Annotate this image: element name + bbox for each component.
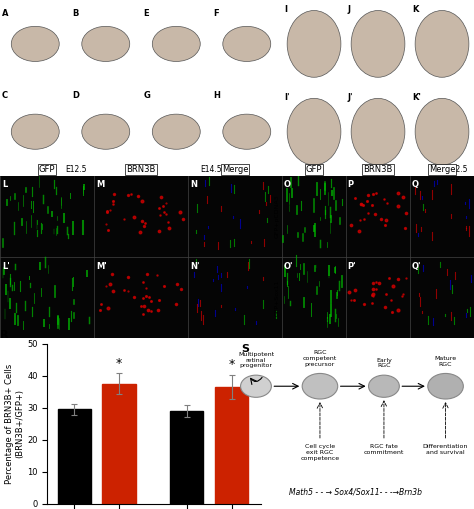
Text: L: L <box>2 181 7 189</box>
Text: Merge: Merge <box>429 165 455 174</box>
Text: D: D <box>73 91 80 100</box>
Ellipse shape <box>415 98 469 165</box>
Ellipse shape <box>287 11 341 77</box>
Ellipse shape <box>11 26 59 62</box>
Bar <box>102 384 136 504</box>
Circle shape <box>302 374 337 399</box>
Ellipse shape <box>415 11 469 77</box>
Ellipse shape <box>351 11 405 77</box>
Bar <box>57 409 91 504</box>
Text: GFP: GFP <box>306 165 322 174</box>
Text: I: I <box>284 5 287 14</box>
Bar <box>346 176 410 257</box>
Text: M: M <box>96 181 104 189</box>
Text: P': P' <box>347 262 356 271</box>
Ellipse shape <box>351 98 405 165</box>
Bar <box>282 176 346 257</box>
Text: A: A <box>2 9 9 18</box>
Text: J: J <box>348 5 351 14</box>
Text: Differentiation
and survival: Differentiation and survival <box>423 444 468 455</box>
Text: Cell cycle
exit RGC
competence: Cell cycle exit RGC competence <box>301 444 339 461</box>
Text: L': L' <box>2 262 9 271</box>
Bar <box>0 257 94 338</box>
Text: E: E <box>143 9 149 18</box>
Bar <box>94 257 188 338</box>
Circle shape <box>240 375 271 398</box>
Y-axis label: Percentage of BRN3B+ Cells
(BRN3B+/GFP+): Percentage of BRN3B+ Cells (BRN3B+/GFP+) <box>5 363 24 484</box>
Text: Merge: Merge <box>222 165 248 174</box>
Ellipse shape <box>152 26 200 62</box>
Text: Multipotent
retinal
progenitor: Multipotent retinal progenitor <box>238 352 274 369</box>
Bar <box>188 176 282 257</box>
Text: N': N' <box>190 262 200 271</box>
Text: RGC fate
commitment: RGC fate commitment <box>364 444 404 455</box>
Text: Q': Q' <box>411 262 421 271</box>
Ellipse shape <box>11 114 59 149</box>
Ellipse shape <box>82 26 130 62</box>
Text: Q: Q <box>411 181 418 189</box>
Text: I': I' <box>284 93 290 102</box>
Bar <box>0 176 94 257</box>
Text: BRN3B: BRN3B <box>364 165 392 174</box>
Text: K': K' <box>412 93 421 102</box>
Text: GFP: GFP <box>39 165 55 174</box>
Text: B: B <box>73 9 79 18</box>
Ellipse shape <box>82 114 130 149</box>
Text: M': M' <box>96 262 107 271</box>
Text: E12.5: E12.5 <box>65 165 87 174</box>
Ellipse shape <box>152 114 200 149</box>
Text: *: * <box>116 357 122 370</box>
Bar <box>410 176 474 257</box>
Text: BRN3B: BRN3B <box>127 165 155 174</box>
Bar <box>170 411 203 504</box>
Ellipse shape <box>287 98 341 165</box>
Text: E12.5: E12.5 <box>447 165 468 174</box>
Text: Early
RGC: Early RGC <box>376 357 392 369</box>
Circle shape <box>428 374 463 399</box>
Ellipse shape <box>223 26 271 62</box>
Text: RGC
competent
precursor: RGC competent precursor <box>303 350 337 366</box>
Bar <box>282 257 346 338</box>
Text: S: S <box>242 344 250 354</box>
Text: R: R <box>0 330 9 341</box>
Ellipse shape <box>223 114 271 149</box>
Text: G: G <box>143 91 150 100</box>
Text: GFP+pCDNA3: GFP+pCDNA3 <box>275 194 280 238</box>
Text: O: O <box>283 181 290 189</box>
Bar <box>346 257 410 338</box>
Text: GFP+Sox11: GFP+Sox11 <box>275 279 280 316</box>
Text: P: P <box>347 181 354 189</box>
Text: E14.5: E14.5 <box>201 165 222 174</box>
Text: H: H <box>214 91 220 100</box>
Text: N: N <box>190 181 197 189</box>
Text: O': O' <box>283 262 293 271</box>
Text: C: C <box>2 91 8 100</box>
Bar <box>215 387 248 504</box>
Text: F: F <box>214 9 219 18</box>
Bar <box>410 257 474 338</box>
Text: Mature
RGC: Mature RGC <box>435 356 456 366</box>
Bar <box>188 257 282 338</box>
Text: K: K <box>412 5 418 14</box>
Text: *: * <box>228 358 235 372</box>
Text: J': J' <box>348 93 354 102</box>
Bar <box>94 176 188 257</box>
Text: Math5 - - → Sox4/Sox11- - -→Brn3b: Math5 - - → Sox4/Sox11- - -→Brn3b <box>289 488 422 496</box>
Circle shape <box>368 375 399 398</box>
